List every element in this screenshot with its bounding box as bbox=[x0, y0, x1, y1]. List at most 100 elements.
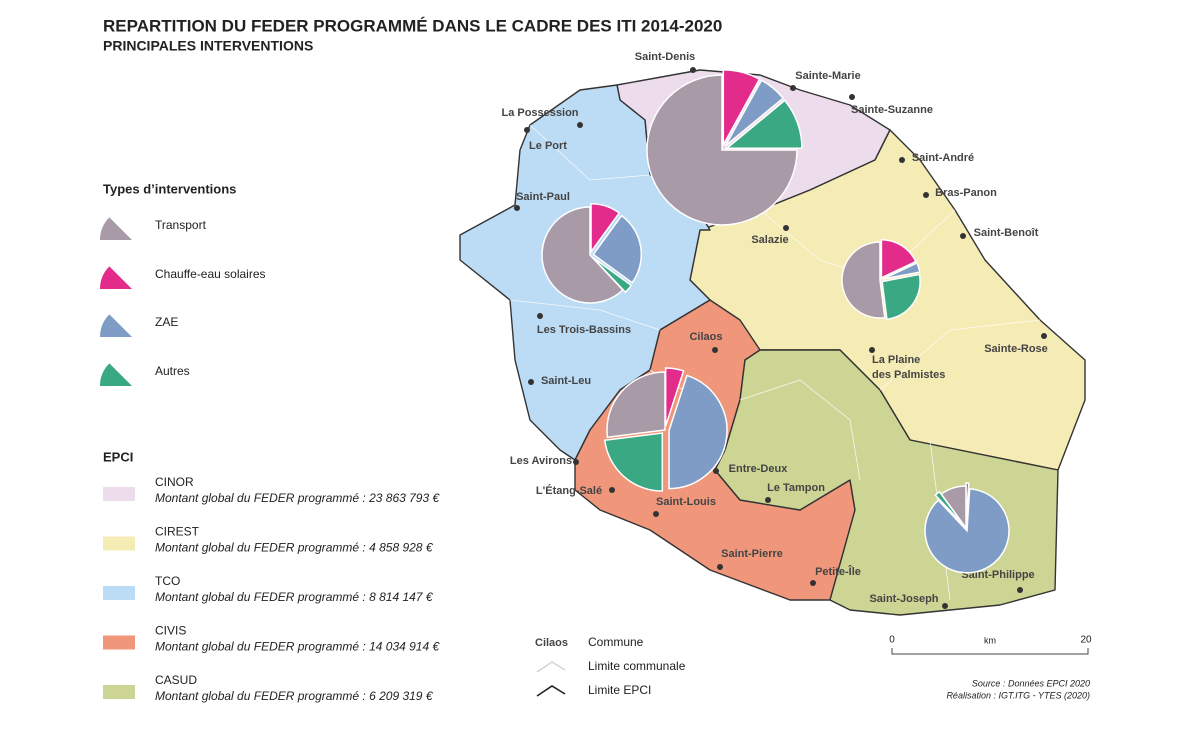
legend-label: CIREST bbox=[155, 525, 200, 539]
commune-label: Saint-Denis bbox=[635, 51, 696, 63]
legend-amount: Montant global du FEDER programmé : 6 20… bbox=[155, 689, 434, 703]
commune-label: Saint-Paul bbox=[516, 191, 570, 203]
legend-amount: Montant global du FEDER programmé : 14 0… bbox=[155, 640, 440, 654]
commune-label: Sainte-Rose bbox=[984, 343, 1048, 355]
pie-slice bbox=[940, 485, 967, 531]
pie-slice bbox=[841, 241, 886, 319]
commune-dot bbox=[537, 313, 543, 319]
legend-label: CASUD bbox=[155, 673, 197, 687]
pie-slice bbox=[590, 203, 621, 255]
commune-dot bbox=[783, 225, 789, 231]
commune-label: Sainte-Marie bbox=[795, 70, 860, 82]
pie-slice bbox=[724, 99, 803, 149]
legend-line bbox=[536, 661, 566, 673]
commune-dot bbox=[717, 564, 723, 570]
commune-dot bbox=[849, 94, 855, 100]
commune-label: Saint-Pierre bbox=[721, 548, 783, 560]
commune-dot bbox=[514, 205, 520, 211]
commune-label: La Plaine bbox=[872, 354, 920, 366]
legend-title: EPCI bbox=[103, 449, 133, 464]
legend-swatch bbox=[103, 536, 135, 551]
legend-icon bbox=[100, 314, 132, 337]
pie-slice bbox=[591, 256, 633, 294]
legend-label: Chauffe-eau solaires bbox=[155, 267, 266, 281]
commune-dot bbox=[609, 487, 615, 493]
commune-dot bbox=[524, 127, 530, 133]
commune-label: Les Avirons bbox=[510, 455, 572, 467]
legend-label: CIVIS bbox=[155, 624, 186, 638]
pie-slice bbox=[606, 371, 666, 439]
commune-label: Saint-Philippe bbox=[961, 569, 1034, 581]
legend-label: Limite EPCI bbox=[588, 683, 651, 697]
pie-slice bbox=[934, 490, 965, 527]
pie-slice bbox=[664, 367, 685, 427]
legend-label: Commune bbox=[588, 635, 644, 649]
commune-label: Sainte-Suzanne bbox=[851, 104, 933, 116]
title: REPARTITION DU FEDER PROGRAMMÉ DANS LE C… bbox=[103, 16, 722, 35]
legend-line bbox=[536, 685, 566, 697]
commune-dot bbox=[942, 603, 948, 609]
commune-dot bbox=[1017, 587, 1023, 593]
commune-dot bbox=[869, 347, 875, 353]
pie-slice bbox=[724, 79, 785, 147]
map-legend: Cilaos Commune Limite communale Limite E… bbox=[535, 635, 686, 697]
legend-sample: Cilaos bbox=[535, 637, 568, 649]
commune-dot bbox=[712, 347, 718, 353]
pie-slice bbox=[592, 214, 643, 284]
commune-dot bbox=[653, 511, 659, 517]
legend-icon bbox=[100, 217, 132, 240]
commune-label: Salazie bbox=[751, 234, 788, 246]
scale-label: km bbox=[984, 635, 996, 645]
pie-slice bbox=[603, 432, 664, 492]
scale-label: 0 bbox=[889, 635, 895, 646]
pie-slice bbox=[880, 239, 917, 279]
commune-label: Les Trois-Bassins bbox=[537, 324, 631, 336]
commune-label: Saint-Joseph bbox=[869, 593, 938, 605]
legend-icon bbox=[100, 363, 132, 386]
legend-title: Types d’interventions bbox=[103, 181, 236, 196]
commune-dot bbox=[573, 459, 579, 465]
legend-amount: Montant global du FEDER programmé : 23 8… bbox=[155, 491, 440, 505]
commune-dot bbox=[899, 157, 905, 163]
commune-label: Le Tampon bbox=[767, 482, 825, 494]
source: Réalisation : IGT.ITG - YTES (2020) bbox=[946, 690, 1090, 700]
pie-slice bbox=[646, 74, 798, 226]
legend-swatch bbox=[103, 635, 135, 650]
pie-slice bbox=[541, 206, 624, 304]
commune-dot bbox=[713, 468, 719, 474]
commune-label: Saint-André bbox=[912, 152, 974, 164]
commune-label: des Palmistes bbox=[872, 369, 945, 381]
commune-label: Saint-Leu bbox=[541, 375, 591, 387]
commune-label: Petite-Île bbox=[815, 565, 861, 578]
pie-slice bbox=[965, 482, 970, 526]
legend-label: CINOR bbox=[155, 475, 194, 489]
scale-label: 20 bbox=[1080, 635, 1092, 646]
pie-slice bbox=[668, 374, 728, 490]
commune-label: L'Étang-Salé bbox=[536, 484, 602, 497]
legend-icon bbox=[100, 266, 132, 289]
legend-label: TCO bbox=[155, 574, 180, 588]
commune-dot bbox=[960, 233, 966, 239]
legend-amount: Montant global du FEDER programmé : 4 85… bbox=[155, 541, 434, 555]
legend-amount: Montant global du FEDER programmé : 8 81… bbox=[155, 590, 434, 604]
pie-slice bbox=[882, 262, 921, 280]
legend-label: Limite communale bbox=[588, 659, 686, 673]
commune-label: Saint-Benoît bbox=[974, 227, 1039, 239]
scale-bar: 0 km 20 bbox=[889, 635, 1092, 655]
commune-label: Bras-Panon bbox=[935, 187, 997, 199]
source: Source : Données EPCI 2020 bbox=[972, 678, 1090, 688]
commune-dot bbox=[690, 67, 696, 73]
commune-label: La Possession bbox=[501, 107, 578, 119]
legend-label: ZAE bbox=[155, 315, 178, 329]
commune-dot bbox=[528, 379, 534, 385]
legend-label: Transport bbox=[155, 218, 207, 232]
legend-swatch bbox=[103, 685, 135, 699]
commune-label: Cilaos bbox=[689, 331, 722, 343]
commune-dot bbox=[923, 192, 929, 198]
commune-dot bbox=[1041, 333, 1047, 339]
commune-label: Saint-Louis bbox=[656, 496, 716, 508]
subtitle: PRINCIPALES INTERVENTIONS bbox=[103, 38, 313, 54]
commune-dot bbox=[577, 122, 583, 128]
commune-dot bbox=[790, 85, 796, 91]
